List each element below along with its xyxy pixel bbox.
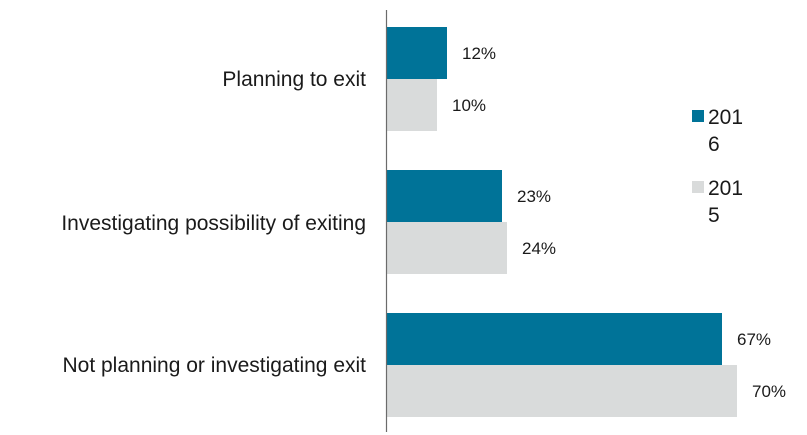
category-label-planning: Planning to exit — [222, 68, 366, 91]
category-label-investigating: Investigating possibility of exiting — [61, 212, 366, 235]
bar-2015-investigating — [387, 222, 507, 274]
data-labels: 12% 10% 23% 24% 67% 70% — [452, 44, 786, 401]
legend: 201 6 201 5 — [692, 106, 743, 227]
data-label-2016-planning: 12% — [462, 44, 496, 63]
category-label-not-planning: Not planning or investigating exit — [62, 354, 366, 377]
bar-2016-investigating — [387, 170, 502, 222]
bars-layer — [387, 27, 737, 417]
bar-2016-planning — [387, 27, 447, 79]
legend-label-2016-line1: 201 — [708, 106, 743, 129]
data-label-2015-investigating: 24% — [522, 239, 556, 258]
legend-label-2016-line2: 6 — [708, 133, 720, 156]
category-labels: Planning to exit Investigating possibili… — [61, 68, 366, 377]
legend-label-2015-line2: 5 — [708, 204, 720, 227]
data-label-2016-investigating: 23% — [517, 187, 551, 206]
legend-swatch-2015 — [692, 181, 704, 193]
legend-swatch-2016 — [692, 110, 704, 122]
bar-2015-not-planning — [387, 365, 737, 417]
bar-2016-not-planning — [387, 313, 722, 365]
bar-2015-planning — [387, 79, 437, 131]
data-label-2015-planning: 10% — [452, 96, 486, 115]
legend-label-2015-line1: 201 — [708, 177, 743, 200]
data-label-2015-not-planning: 70% — [752, 382, 786, 401]
data-label-2016-not-planning: 67% — [737, 330, 771, 349]
